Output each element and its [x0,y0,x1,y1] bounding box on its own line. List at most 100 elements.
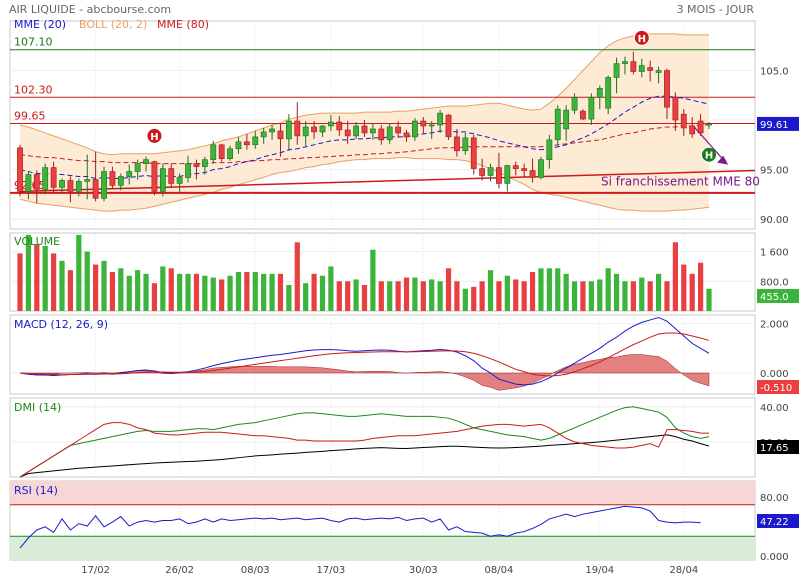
level-label: 107.10 [14,36,53,49]
volume-bar [76,234,82,311]
x-tick-label: 08/04 [485,565,514,576]
volume-bar [605,268,611,311]
candle-body [25,174,32,192]
candle-body [67,180,74,192]
candle-body [269,128,275,133]
last-value-tag [757,289,799,303]
volume-bar [504,275,510,311]
candle-body [50,167,57,188]
candle-body [546,139,553,160]
volume-bar [151,283,158,311]
volume-bar [563,273,569,311]
candle-body [504,165,511,184]
candle-body [311,126,317,133]
x-tick-label: 08/03 [241,565,270,576]
volume-bar [571,281,578,311]
volume-bar [118,268,124,311]
volume-bar [613,273,620,311]
volume-bar [42,246,48,311]
volume-bar [294,242,300,311]
candle-body [412,120,418,138]
candle-body [664,70,670,108]
candle-body [353,125,360,137]
candle-body [680,113,687,129]
volume-bar [311,273,317,311]
volume-bar [210,277,216,311]
volume-bar [328,266,334,311]
candle-body [487,167,494,176]
volume-bar [269,273,275,311]
volume-bar [126,275,132,311]
volume-bar [672,242,678,311]
macd-line [19,316,710,386]
y-tick-label: 0.000 [760,552,789,563]
volume-bar [630,281,636,311]
candle-body [227,148,233,159]
rsi-oversold-zone [10,536,755,560]
signal-line [19,332,710,377]
candle-body [42,167,49,190]
candle-body [395,126,402,134]
signal-marker-label: H [150,132,158,143]
candle-body [588,96,595,120]
volume-bar [487,270,494,311]
last-value-text: 455.0 [760,292,789,303]
volume-bar [143,273,149,311]
candle-body [596,88,603,98]
candle-body [697,120,704,134]
volume-bar [227,275,233,311]
legend-entry: MME (20) [14,18,66,31]
candle-body [143,159,149,164]
legend-entry: MME (80) [157,18,209,31]
volume-bar [319,275,326,311]
candle-body [462,137,469,152]
forecast-arrow-head [717,155,729,165]
panel-title: RSI (14) [14,484,58,497]
volume-bar [25,234,32,311]
volume-bar [277,273,284,311]
candle-body [126,171,133,177]
candle-body [302,126,309,137]
candle-body [260,131,267,138]
y-tick-label: 90.00 [760,215,789,226]
volume-bar [689,273,695,311]
y-tick-label: 105.0 [760,67,789,78]
mme80-line [19,124,709,165]
volume-bar [109,272,116,311]
volume-bar [67,270,74,311]
volume-bar [84,251,90,311]
candle-body [622,61,628,64]
last-value-tag [757,514,799,528]
panel-title: MACD (12, 26, 9) [14,318,108,331]
candle-body [563,109,570,130]
candle-body [185,163,191,178]
trend-line [19,169,756,193]
volume-bar [655,273,662,311]
candle-body [479,168,486,176]
volume-bar [345,281,351,311]
volume-bar [588,281,594,311]
volume-bar [378,281,384,311]
forecast-arrow-line [693,126,725,162]
signal-marker: H [701,146,717,163]
volume-bar [529,272,536,311]
candle-body [75,181,82,192]
volume-bar [429,279,435,311]
volume-bar [177,273,183,311]
chart-title: AIR LIQUIDE - abcbourse.com [9,3,172,16]
candle-body [218,144,225,159]
candle-body [605,77,612,109]
last-value-text: -0.510 [760,383,792,394]
candle-body [151,161,158,192]
candle-body [159,168,166,192]
candle-body [252,136,259,146]
x-tick-label: 17/02 [81,565,110,576]
volume-bar [546,268,552,311]
candle-body [496,167,502,184]
volume-bar [160,266,166,311]
x-tick-label: 30/03 [409,565,438,576]
y-tick-label: 40.00 [760,403,789,414]
bollinger-upper-line [19,33,709,156]
last-value-text: 17.65 [760,443,789,454]
